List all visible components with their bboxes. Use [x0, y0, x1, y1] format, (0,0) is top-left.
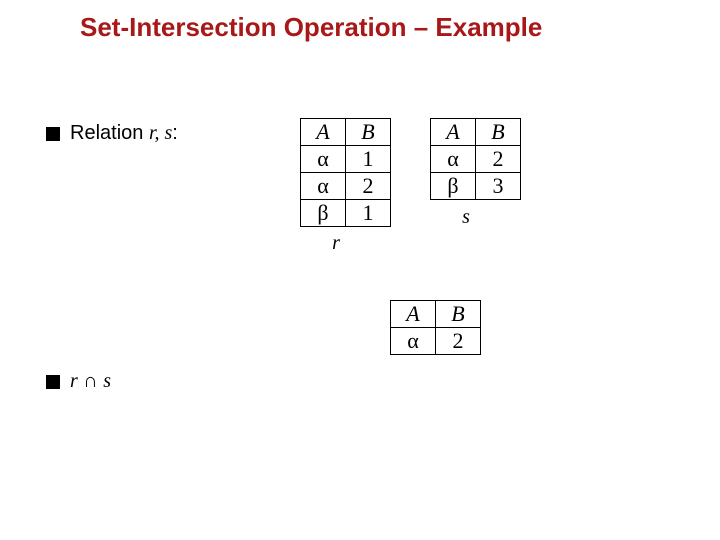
- table-cell: 1: [346, 146, 391, 173]
- table-r-caption: r: [326, 232, 346, 255]
- table-cell: 1: [346, 200, 391, 227]
- slide-title: Set-Intersection Operation – Example: [80, 12, 680, 43]
- bullet1-text: Relation r, s:: [70, 122, 178, 145]
- column-header: B: [476, 119, 521, 146]
- table-s: ABα2β3: [430, 118, 521, 200]
- bullet1-colon: :: [172, 122, 178, 144]
- column-header: B: [346, 119, 391, 146]
- bullet1-rs: r, s: [149, 122, 172, 144]
- bullet2-s: s: [103, 370, 111, 392]
- table-cell: α: [301, 146, 346, 173]
- bullet-relation-rs: Relation r, s:: [46, 122, 178, 145]
- table-row: α1: [301, 146, 391, 173]
- column-header: A: [391, 301, 436, 328]
- bullet2-op: ∩: [78, 370, 104, 392]
- table-result: ABα2: [390, 300, 481, 355]
- bullet1-prefix: Relation: [70, 122, 149, 144]
- column-header: B: [436, 301, 481, 328]
- table-cell: 2: [346, 173, 391, 200]
- table-row: β1: [301, 200, 391, 227]
- table-row: α2: [431, 146, 521, 173]
- bullet-square-icon: [46, 127, 60, 141]
- slide: { "title": "Set-Intersection Operation –…: [0, 0, 720, 540]
- table-cell: 3: [476, 173, 521, 200]
- table-cell: 2: [436, 328, 481, 355]
- table-row: α2: [391, 328, 481, 355]
- bullet2-text: r ∩ s: [70, 370, 111, 393]
- table-cell: α: [301, 173, 346, 200]
- table-cell: β: [301, 200, 346, 227]
- bullet-square-icon: [46, 375, 60, 389]
- table-r: ABα1α2β1: [300, 118, 391, 227]
- column-header: A: [301, 119, 346, 146]
- table-row: α2: [301, 173, 391, 200]
- column-header: A: [431, 119, 476, 146]
- table-s-caption: s: [456, 206, 476, 229]
- table-cell: α: [391, 328, 436, 355]
- table-row: β3: [431, 173, 521, 200]
- bullet2-r: r: [70, 370, 78, 392]
- table-cell: α: [431, 146, 476, 173]
- table-cell: 2: [476, 146, 521, 173]
- table-cell: β: [431, 173, 476, 200]
- bullet-r-intersect-s: r ∩ s: [46, 370, 111, 393]
